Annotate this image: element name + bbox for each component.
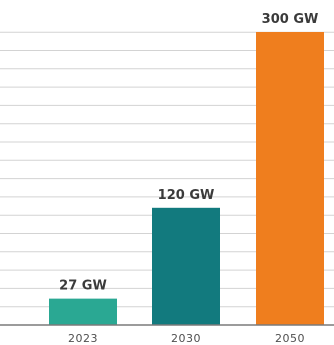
bar-2050 [256,32,324,325]
x-tick-label-2030: 2030 [171,332,201,345]
data-label-2030: 120 GW [158,188,215,203]
data-label-2023: 27 GW [59,279,107,294]
x-tick-label-2050: 2050 [275,332,305,345]
bar-2023 [49,298,117,325]
data-label-2050: 300 GW [262,12,319,27]
x-tick-label-2023: 2023 [68,332,98,345]
bar-2030 [152,207,220,325]
data-labels: 27 GW 120 GW 300 GW [59,12,318,294]
bars [49,32,324,325]
x-axis-ticks: 2023 2030 2050 [68,332,305,345]
